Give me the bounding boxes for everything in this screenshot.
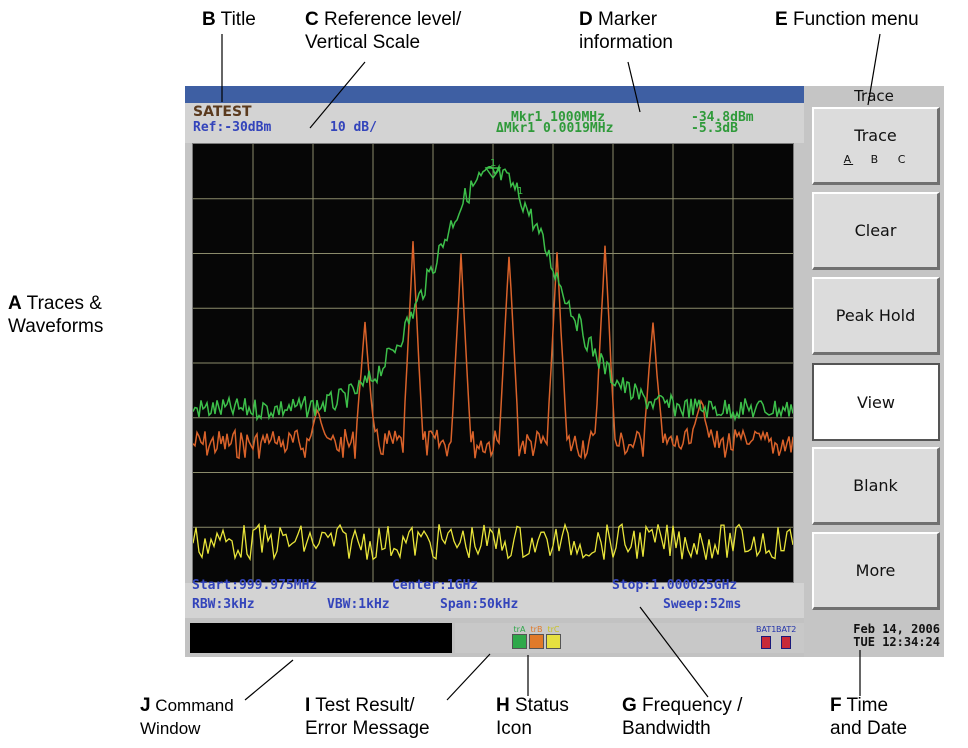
trace-b-status-icon: trB: [529, 625, 544, 651]
trace-b-waveform: [193, 241, 793, 461]
callout-command-window: J Command Window: [140, 695, 234, 738]
span: Span:50kHz: [440, 597, 519, 612]
trace-option-a[interactable]: A: [843, 152, 854, 166]
frequency-strip: [185, 583, 804, 618]
peak-hold-softkey[interactable]: Peak Hold: [812, 277, 940, 355]
trace-option-c[interactable]: C: [897, 152, 908, 166]
callout-title: B Title: [202, 9, 256, 30]
trace-c-waveform: [193, 522, 793, 562]
marker-frequency: Mkr1 1000MHz: [511, 110, 605, 125]
rbw: RBW:3kHz: [192, 597, 255, 612]
trace-selector: A B C: [838, 153, 914, 166]
delta-marker-amplitude: -5.3dB: [691, 121, 738, 136]
callout-function-menu: E Function menu: [775, 9, 919, 30]
menu-title: Trace: [854, 87, 894, 105]
delta-marker-label: 1: [517, 186, 523, 197]
marker-amplitude: -34.8dBm: [691, 110, 754, 125]
delta-marker-frequency: ΔMkr1 0.0019MHz: [496, 121, 614, 136]
date-time: Feb 14, 2006 TUE 12:34:24: [764, 623, 940, 649]
trace-a-status-icon: trA: [512, 625, 527, 651]
trace-softkey-label: Trace: [854, 125, 897, 145]
callout-marker-info: D Marker information: [579, 9, 673, 53]
time-text: TUE 12:34:24: [853, 635, 940, 649]
view-softkey[interactable]: View: [812, 363, 940, 441]
title-bar: [185, 86, 804, 103]
marker-1-label: 1: [490, 158, 496, 169]
date-text: Feb 14, 2006: [853, 622, 940, 636]
more-softkey[interactable]: More: [812, 532, 940, 610]
battery-2-icon: BAT2: [776, 625, 796, 649]
callout-traces: A Traces & Waveforms: [8, 293, 104, 337]
trace-c-status-icon: trC: [546, 625, 561, 651]
vbw: VBW:1kHz: [327, 597, 390, 612]
command-window[interactable]: [190, 623, 452, 653]
center-frequency: Center:1GHz: [392, 578, 479, 593]
callout-status-icon: H Status Icon: [496, 695, 569, 739]
battery-1-icon: BAT1: [756, 625, 776, 649]
callout-reference-level: C Reference level/ Vertical Scale: [305, 9, 462, 53]
vertical-scale: 10 dB/: [330, 120, 377, 135]
analyzer-screen: SATEST Ref:-30dBm 10 dB/ Mkr1 1000MHz -3…: [185, 86, 944, 657]
function-menu: Trace Trace A B C Clear Peak Hold View B…: [804, 86, 944, 657]
stop-frequency: Stop:1.000025GHz: [612, 578, 738, 593]
trace-plot: 11: [193, 144, 793, 582]
trace-softkey[interactable]: Trace A B C: [812, 107, 940, 185]
start-frequency: Start:999.975MHz: [192, 578, 318, 593]
reference-level: Ref:-30dBm: [193, 120, 272, 135]
trace-a-waveform: [193, 163, 793, 422]
callout-test-result: I Test Result/ Error Message: [305, 695, 430, 739]
callout-time-date: F Time and Date: [830, 695, 908, 739]
header-strip: [185, 103, 804, 143]
clear-softkey[interactable]: Clear: [812, 192, 940, 270]
marker-1-icon: [484, 167, 502, 180]
blank-softkey[interactable]: Blank: [812, 447, 940, 525]
trace-option-b[interactable]: B: [870, 152, 881, 166]
screen-title: SATEST: [193, 104, 252, 120]
callout-frequency-bandwidth: G Frequency / Bandwidth: [622, 695, 743, 739]
sweep-time: Sweep:52ms: [663, 597, 742, 612]
